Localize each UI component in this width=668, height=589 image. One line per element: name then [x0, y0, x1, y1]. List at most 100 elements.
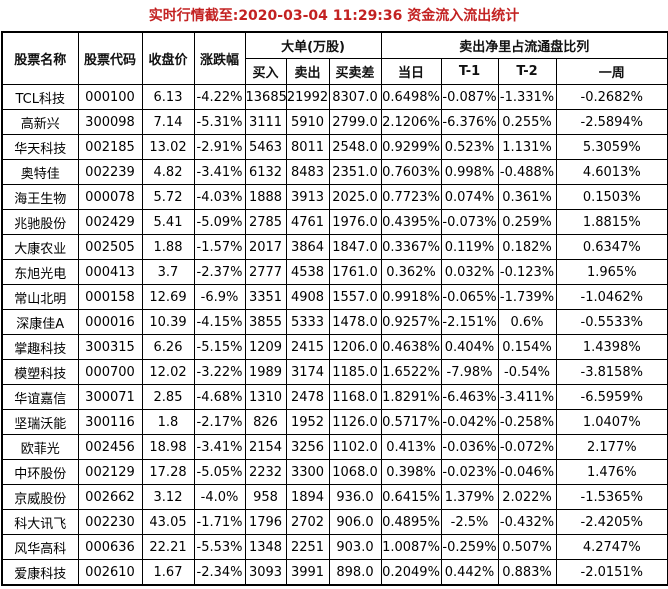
- stock-code-cell[interactable]: 002129: [77, 459, 143, 485]
- table-row: 华天科技 002185 13.02 -2.91% 5463 8011 2548.0 0.929…: [1, 134, 668, 160]
- ratio-week-cell: 2.177%: [555, 434, 668, 460]
- buy-sell-diff-cell: 903.0: [328, 534, 382, 560]
- stock-name-cell[interactable]: 兆驰股份: [1, 209, 79, 235]
- stock-name-cell[interactable]: 华天科技: [1, 134, 79, 160]
- sell-cell: 4908: [285, 284, 330, 310]
- stock-name-cell[interactable]: 常山北明: [1, 284, 79, 310]
- close-price-cell: 22.21: [141, 534, 195, 560]
- stock-code-cell[interactable]: 000158: [77, 284, 143, 310]
- sell-cell: 4538: [285, 259, 330, 285]
- change-pct-cell: -4.0%: [193, 484, 246, 510]
- stock-code-cell[interactable]: 300116: [77, 409, 143, 435]
- stock-name-cell[interactable]: 奥特佳: [1, 159, 79, 185]
- close-price-cell: 2.85: [141, 384, 195, 410]
- ratio-week-cell: -0.5533%: [555, 309, 668, 335]
- table-row: TCL科技 000100 6.13 -4.22% 13685 21992 8307.0 0.6…: [1, 84, 668, 110]
- col-header-day: 当日: [380, 58, 442, 85]
- stock-name-cell[interactable]: 京威股份: [1, 484, 79, 510]
- stock-code-cell[interactable]: 002185: [77, 134, 143, 160]
- stock-name-cell[interactable]: 大康农业: [1, 234, 79, 260]
- ratio-day-cell: 0.9918%: [380, 284, 442, 310]
- ratio-week-cell: 1.0407%: [555, 409, 668, 435]
- col-header-sell: 卖出: [285, 58, 330, 85]
- stock-code-cell[interactable]: 002610: [77, 559, 143, 586]
- table-row: 奥特佳 002239 4.82 -3.41% 6132 8483 2351.0 0.7603%…: [1, 159, 668, 185]
- buy-cell: 2785: [244, 209, 287, 235]
- buy-sell-diff-cell: 1102.0: [328, 434, 382, 460]
- stock-name-cell[interactable]: TCL科技: [1, 84, 79, 110]
- ratio-t2-cell: -0.54%: [497, 359, 557, 385]
- ratio-week-cell: -3.8158%: [555, 359, 668, 385]
- stock-code-cell[interactable]: 000016: [77, 309, 143, 335]
- ratio-t2-cell: -0.072%: [497, 434, 557, 460]
- close-price-cell: 12.02: [141, 359, 195, 385]
- stock-name-cell[interactable]: 风华高科: [1, 534, 79, 560]
- stock-name-cell[interactable]: 欧菲光: [1, 434, 79, 460]
- stock-code-cell[interactable]: 000700: [77, 359, 143, 385]
- stock-code-cell[interactable]: 002429: [77, 209, 143, 235]
- close-price-cell: 12.69: [141, 284, 195, 310]
- col-header-buy-sell-diff: 买卖差: [328, 58, 382, 85]
- stock-name-cell[interactable]: 科大讯飞: [1, 509, 79, 535]
- change-pct-cell: -4.15%: [193, 309, 246, 335]
- stock-code-cell[interactable]: 300071: [77, 384, 143, 410]
- ratio-day-cell: 0.9257%: [380, 309, 442, 335]
- stock-name-cell[interactable]: 坚瑞沃能: [1, 409, 79, 435]
- change-pct-cell: -4.68%: [193, 384, 246, 410]
- stock-code-cell[interactable]: 002456: [77, 434, 143, 460]
- change-pct-cell: -5.05%: [193, 459, 246, 485]
- change-pct-cell: -6.9%: [193, 284, 246, 310]
- stock-name-cell[interactable]: 东旭光电: [1, 259, 79, 285]
- buy-cell: 2154: [244, 434, 287, 460]
- table-row: 大康农业 002505 1.88 -1.57% 2017 3864 1847.0 0.3367…: [1, 234, 668, 260]
- ratio-t2-cell: 0.255%: [497, 109, 557, 135]
- ratio-day-cell: 0.6498%: [380, 84, 442, 110]
- close-price-cell: 1.88: [141, 234, 195, 260]
- stock-name-cell[interactable]: 中环股份: [1, 459, 79, 485]
- buy-sell-diff-cell: 1976.0: [328, 209, 382, 235]
- change-pct-cell: -2.37%: [193, 259, 246, 285]
- ratio-week-cell: 4.2747%: [555, 534, 668, 560]
- stock-name-cell[interactable]: 深康佳A: [1, 309, 79, 335]
- ratio-t1-cell: -0.042%: [440, 409, 499, 435]
- stock-code-cell[interactable]: 300315: [77, 334, 143, 360]
- col-header-buy: 买入: [244, 58, 287, 85]
- stock-name-cell[interactable]: 掌趣科技: [1, 334, 79, 360]
- change-pct-cell: -2.34%: [193, 559, 246, 586]
- stock-code-cell[interactable]: 002239: [77, 159, 143, 185]
- change-pct-cell: -3.22%: [193, 359, 246, 385]
- close-price-cell: 18.98: [141, 434, 195, 460]
- stock-code-cell[interactable]: 000100: [77, 84, 143, 110]
- stock-code-cell[interactable]: 000078: [77, 184, 143, 210]
- ratio-day-cell: 0.4395%: [380, 209, 442, 235]
- stock-code-cell[interactable]: 002230: [77, 509, 143, 535]
- ratio-day-cell: 0.3367%: [380, 234, 442, 260]
- stock-name-cell[interactable]: 海王生物: [1, 184, 79, 210]
- stock-code-cell[interactable]: 000636: [77, 534, 143, 560]
- ratio-week-cell: -2.0151%: [555, 559, 668, 586]
- stock-code-cell[interactable]: 300098: [77, 109, 143, 135]
- ratio-t1-cell: -0.065%: [440, 284, 499, 310]
- stock-code-cell[interactable]: 000413: [77, 259, 143, 285]
- stock-name-cell[interactable]: 高新兴: [1, 109, 79, 135]
- change-pct-cell: -1.57%: [193, 234, 246, 260]
- table-row: 坚瑞沃能 300116 1.8 -2.17% 826 1952 1126.0 0.5717% -…: [1, 409, 668, 435]
- ratio-day-cell: 0.7723%: [380, 184, 442, 210]
- buy-sell-diff-cell: 2799.0: [328, 109, 382, 135]
- stock-name-cell[interactable]: 爱康科技: [1, 559, 79, 586]
- buy-cell: 1310: [244, 384, 287, 410]
- buy-sell-diff-cell: 2548.0: [328, 134, 382, 160]
- buy-sell-diff-cell: 1847.0: [328, 234, 382, 260]
- stock-name-cell[interactable]: 华谊嘉信: [1, 384, 79, 410]
- stock-code-cell[interactable]: 002505: [77, 234, 143, 260]
- ratio-day-cell: 1.6522%: [380, 359, 442, 385]
- stock-code-cell[interactable]: 002662: [77, 484, 143, 510]
- sell-cell: 3913: [285, 184, 330, 210]
- stock-name-cell[interactable]: 模塑科技: [1, 359, 79, 385]
- ratio-t1-cell: 0.523%: [440, 134, 499, 160]
- buy-sell-diff-cell: 906.0: [328, 509, 382, 535]
- close-price-cell: 3.7: [141, 259, 195, 285]
- change-pct-cell: -5.31%: [193, 109, 246, 135]
- table-row: 海王生物 000078 5.72 -4.03% 1888 3913 2025.0 0.7723…: [1, 184, 668, 210]
- close-price-cell: 10.39: [141, 309, 195, 335]
